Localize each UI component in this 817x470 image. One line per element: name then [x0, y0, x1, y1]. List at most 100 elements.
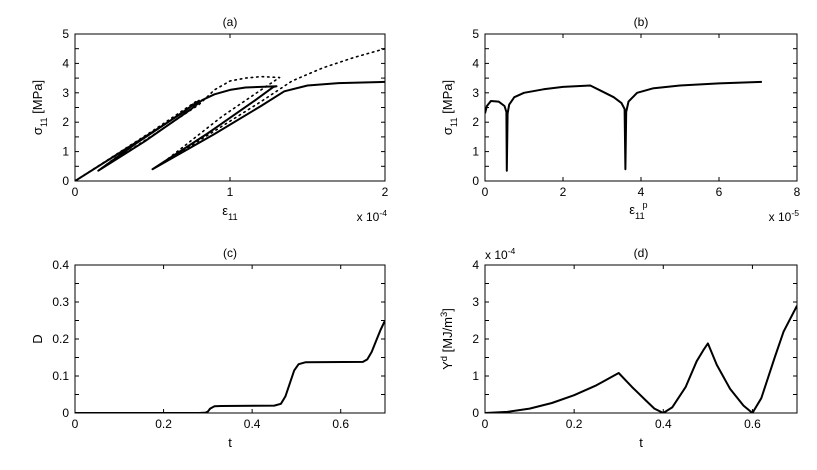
series-line-solid	[485, 306, 797, 413]
y-tick-label: 0.3	[52, 295, 69, 309]
y-tick-label-text: 3	[472, 86, 479, 100]
y-tick-label: 4	[472, 258, 479, 272]
x-tick-label: 0.4	[244, 417, 261, 431]
y-label-unit: [MPa]	[30, 80, 45, 118]
y-tick-label-text: 4	[62, 56, 69, 70]
x-tick-label-text: 0.4	[244, 417, 261, 431]
axes-box	[485, 265, 797, 413]
y-tick-label: 5	[62, 27, 69, 41]
x-tick-label-text: 0.6	[332, 417, 349, 431]
x-tick-label: 1	[227, 185, 234, 199]
y-tick-label-text: 0	[62, 406, 69, 420]
y-tick-label: 0	[62, 406, 69, 420]
y-tick-label-text: 4	[472, 56, 479, 70]
x-tick-label: 8	[794, 185, 801, 199]
y-label: Yd [MJ/m3]	[439, 308, 455, 370]
x-tick-label-text: 0.6	[744, 417, 761, 431]
x-tick-label: 0.2	[566, 417, 583, 431]
y-label-unit: [MJ/m	[440, 317, 455, 356]
y-multiplier-base: x 10	[485, 248, 508, 262]
x-multiplier-exp: -5	[791, 208, 799, 218]
chart-title-text: (a)	[223, 15, 238, 29]
y-label-sub: 11	[39, 117, 49, 127]
series-line-solid	[75, 321, 385, 414]
y-tick-label: 0.2	[52, 332, 69, 346]
series-line-solid	[485, 82, 762, 171]
y-tick-label: 1	[472, 145, 479, 159]
y-tick-label-text: 0.4	[52, 258, 69, 272]
axes-box	[75, 265, 385, 413]
x-label: t	[639, 435, 643, 450]
y-tick-label-text: 0	[472, 174, 479, 188]
x-multiplier-exp: -4	[379, 208, 387, 218]
y-tick-label-text: 0.1	[52, 369, 69, 383]
x-multiplier-base: x 10	[357, 210, 380, 224]
y-tick-label-text: 1	[472, 369, 479, 383]
y-tick-label-text: 2	[62, 115, 69, 129]
y-tick-label: 2	[472, 332, 479, 346]
x-label-sub: 11	[228, 212, 238, 222]
y-label-symbol: σ	[440, 127, 455, 135]
y-label-symbol: D	[30, 334, 45, 343]
y-tick-label-text: 2	[472, 332, 479, 346]
y-label-unit-close: ]	[440, 308, 455, 312]
x-tick-label-text: 8	[794, 185, 801, 199]
figure: 0 1 2012345(a)ε11σ11 [MPa]x 10-40 2 4 6 801234…	[0, 0, 817, 470]
y-tick-label-text: 5	[472, 27, 479, 41]
x-tick-label-text: 0	[482, 417, 489, 431]
y-tick-label-text: 2	[472, 115, 479, 129]
x-label-sub: 11	[635, 211, 645, 221]
y-tick-label-text: 4	[472, 258, 479, 272]
y-tick-label-text: 0	[62, 174, 69, 188]
x-tick-label: 0.6	[744, 417, 761, 431]
y-tick-label: 0.4	[52, 258, 69, 272]
y-label-symbol: σ	[30, 127, 45, 135]
y-tick-label: 0	[62, 174, 69, 188]
x-tick-label-text: 2	[382, 185, 389, 199]
x-tick-label-text: 1	[227, 185, 234, 199]
chart-title-text: (c)	[223, 246, 237, 260]
y-tick-label: 0	[472, 174, 479, 188]
y-label-symbol: Y	[440, 361, 455, 370]
x-label-symbol: t	[228, 435, 232, 450]
series-line-solid	[75, 82, 385, 181]
x-tick-label: 0.4	[655, 417, 672, 431]
y-tick-label-text: 5	[62, 27, 69, 41]
x-tick-label: 6	[716, 185, 723, 199]
y-tick-label: 1	[472, 369, 479, 383]
x-tick-label: 0	[72, 185, 79, 199]
y-tick-label: 3	[62, 86, 69, 100]
y-label: D	[30, 334, 45, 343]
y-multiplier: x 10-4	[485, 246, 516, 262]
y-multiplier-exp: -4	[508, 246, 516, 256]
axes-box	[75, 34, 385, 181]
x-tick-label-text: 0.4	[655, 417, 672, 431]
x-multiplier-base: x 10	[769, 210, 792, 224]
y-tick-label: 3	[472, 86, 479, 100]
x-tick-label-text: 0	[482, 185, 489, 199]
x-tick-label: 0	[482, 185, 489, 199]
x-tick-label: 0.2	[155, 417, 172, 431]
y-tick-label: 3	[472, 295, 479, 309]
series-line-dotted	[75, 49, 385, 181]
x-tick-label: 0	[482, 417, 489, 431]
x-tick-label-text: 4	[638, 185, 645, 199]
panel-b: 0 2 4 6 8012345(b)ε11pσ11 [MPa]x 10-5	[440, 15, 801, 224]
x-tick-label-text: 0.2	[155, 417, 172, 431]
y-tick-label: 4	[62, 56, 69, 70]
y-tick-label: 2	[472, 115, 479, 129]
x-tick-label: 2	[382, 185, 389, 199]
x-multiplier: x 10-4	[357, 208, 388, 224]
y-label-unit: [MPa]	[440, 80, 455, 118]
y-tick-label-text: 0.3	[52, 295, 69, 309]
panel-c: 0 0.2 0.4 0.6 0 0.1 0.2 0.3 0.4 (c) t D	[30, 246, 385, 450]
y-label-sub: 11	[449, 117, 459, 127]
y-tick-label-text: 0.2	[52, 332, 69, 346]
y-label: σ11 [MPa]	[30, 80, 49, 135]
y-tick-label-text: 0	[472, 406, 479, 420]
x-tick-label: 0.6	[332, 417, 349, 431]
y-tick-label-text: 1	[472, 145, 479, 159]
y-tick-label-text: 1	[62, 145, 69, 159]
chart-title: (b)	[634, 15, 649, 29]
